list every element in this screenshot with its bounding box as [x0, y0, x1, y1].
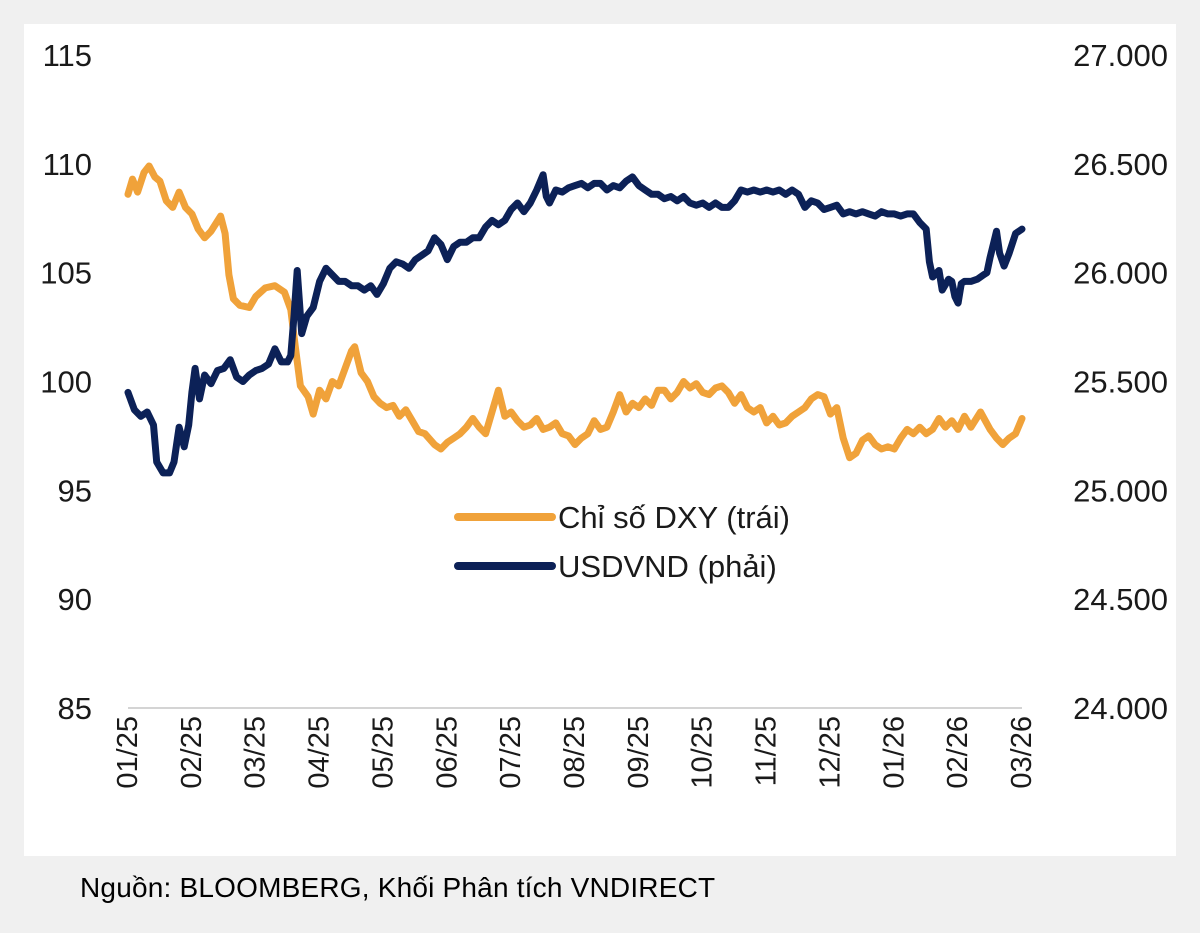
legend-label: Chỉ số DXY (trái) — [558, 500, 790, 535]
left-tick-label: 105 — [40, 256, 92, 291]
left-tick-label: 85 — [58, 691, 92, 726]
right-tick-label: 24.500 — [1073, 582, 1168, 617]
x-tick-label: 12/25 — [814, 716, 846, 789]
right-tick-label: 24.000 — [1073, 691, 1168, 726]
left-tick-label: 95 — [58, 473, 92, 508]
right-tick-label: 25.500 — [1073, 365, 1168, 400]
legend-label: USDVND (phải) — [558, 549, 777, 584]
source-note: Nguồn: BLOOMBERG, Khối Phân tích VNDIREC… — [80, 872, 716, 903]
right-axis: 24.000 24.500 25.000 25.500 26.000 26.500 27.0… — [1073, 38, 1168, 726]
right-tick-label: 25.000 — [1073, 473, 1168, 508]
x-tick-label: 02/25 — [176, 716, 208, 789]
left-axis: 85 90 95 100 105 110 115 — [40, 38, 92, 726]
x-tick-label: 11/25 — [751, 716, 783, 786]
x-tick-label: 01/25 — [112, 716, 144, 789]
left-tick-label: 115 — [43, 38, 92, 73]
x-tick-label: 07/25 — [495, 716, 527, 789]
left-tick-label: 90 — [58, 582, 92, 617]
x-tick-label: 06/25 — [431, 716, 463, 789]
legend: Chỉ số DXY (trái) USDVND (phải) — [454, 500, 790, 584]
usdvnd-series-line — [124, 171, 1026, 477]
x-tick-label: 08/25 — [559, 716, 591, 789]
left-tick-label: 110 — [43, 147, 92, 182]
x-tick-label: 03/26 — [1006, 716, 1038, 789]
plot-panel — [24, 24, 1176, 856]
x-tick-label: 04/25 — [304, 716, 336, 789]
right-tick-label: 26.500 — [1073, 147, 1168, 182]
x-tick-label: 10/25 — [687, 716, 719, 789]
x-tick-label: 01/26 — [878, 716, 910, 789]
x-tick-label: 05/25 — [367, 716, 399, 789]
right-tick-label: 27.000 — [1073, 38, 1168, 73]
x-tick-label: 09/25 — [623, 716, 655, 789]
right-tick-label: 26.000 — [1073, 256, 1168, 291]
left-tick-label: 100 — [40, 365, 92, 400]
series-layer — [124, 162, 1026, 477]
x-tick-label: 03/25 — [240, 716, 272, 789]
x-axis: 01/25 02/25 03/25 04/25 05/25 06/25 07/25 08/25… — [112, 716, 1038, 789]
dxy-series-line — [124, 162, 1026, 462]
x-tick-label: 02/26 — [942, 716, 974, 789]
